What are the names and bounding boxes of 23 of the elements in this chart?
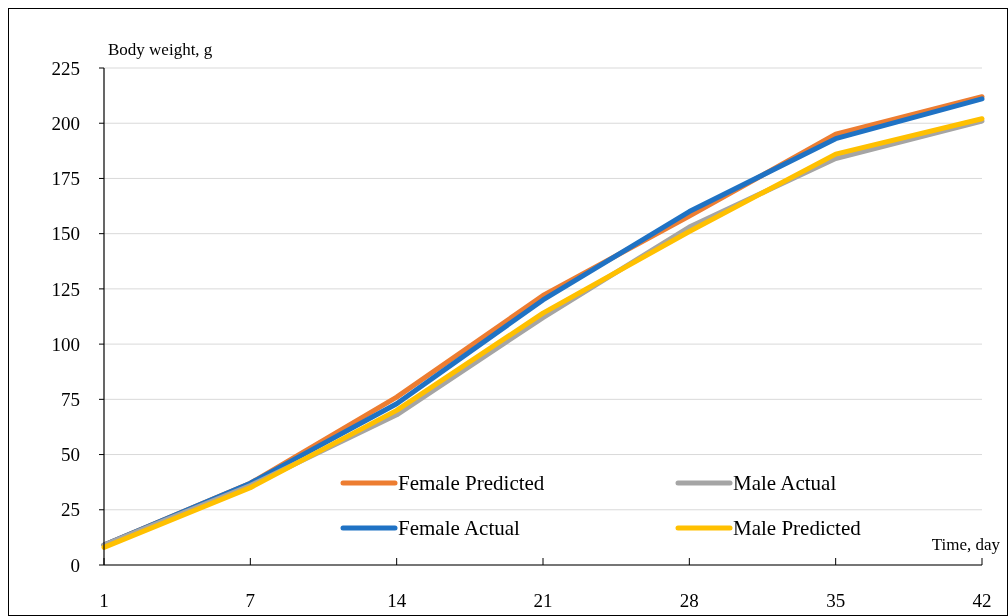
y-tick-label: 75 (61, 388, 80, 410)
legend-label: Male Actual (733, 471, 837, 496)
y-axis-title: Body weight, g (108, 40, 213, 59)
legend-label: Female Actual (398, 516, 521, 541)
legend-label: Female Predicted (398, 471, 545, 496)
y-tick-label: 200 (51, 112, 80, 134)
y-tick-label: 225 (51, 57, 80, 79)
y-tick-label: 175 (51, 168, 80, 190)
y-tick-label: 50 (61, 444, 80, 466)
x-tick-label: 35 (826, 590, 846, 611)
x-tick-label: 28 (679, 590, 699, 611)
x-tick-label: 21 (533, 590, 553, 611)
legend-label: Male Predicted (733, 516, 862, 541)
y-tick-label: 125 (51, 278, 80, 300)
y-tick-label: 0 (70, 554, 80, 576)
y-tick-label: 100 (51, 333, 80, 355)
x-tick-label: 14 (387, 590, 407, 611)
x-tick-label: 42 (972, 590, 992, 611)
y-tick-label: 25 (61, 499, 80, 521)
x-tick-label: 7 (245, 590, 256, 611)
x-axis-title: Time, day (931, 535, 1001, 554)
y-tick-label: 150 (51, 223, 80, 245)
x-tick-label: 1 (99, 590, 109, 611)
